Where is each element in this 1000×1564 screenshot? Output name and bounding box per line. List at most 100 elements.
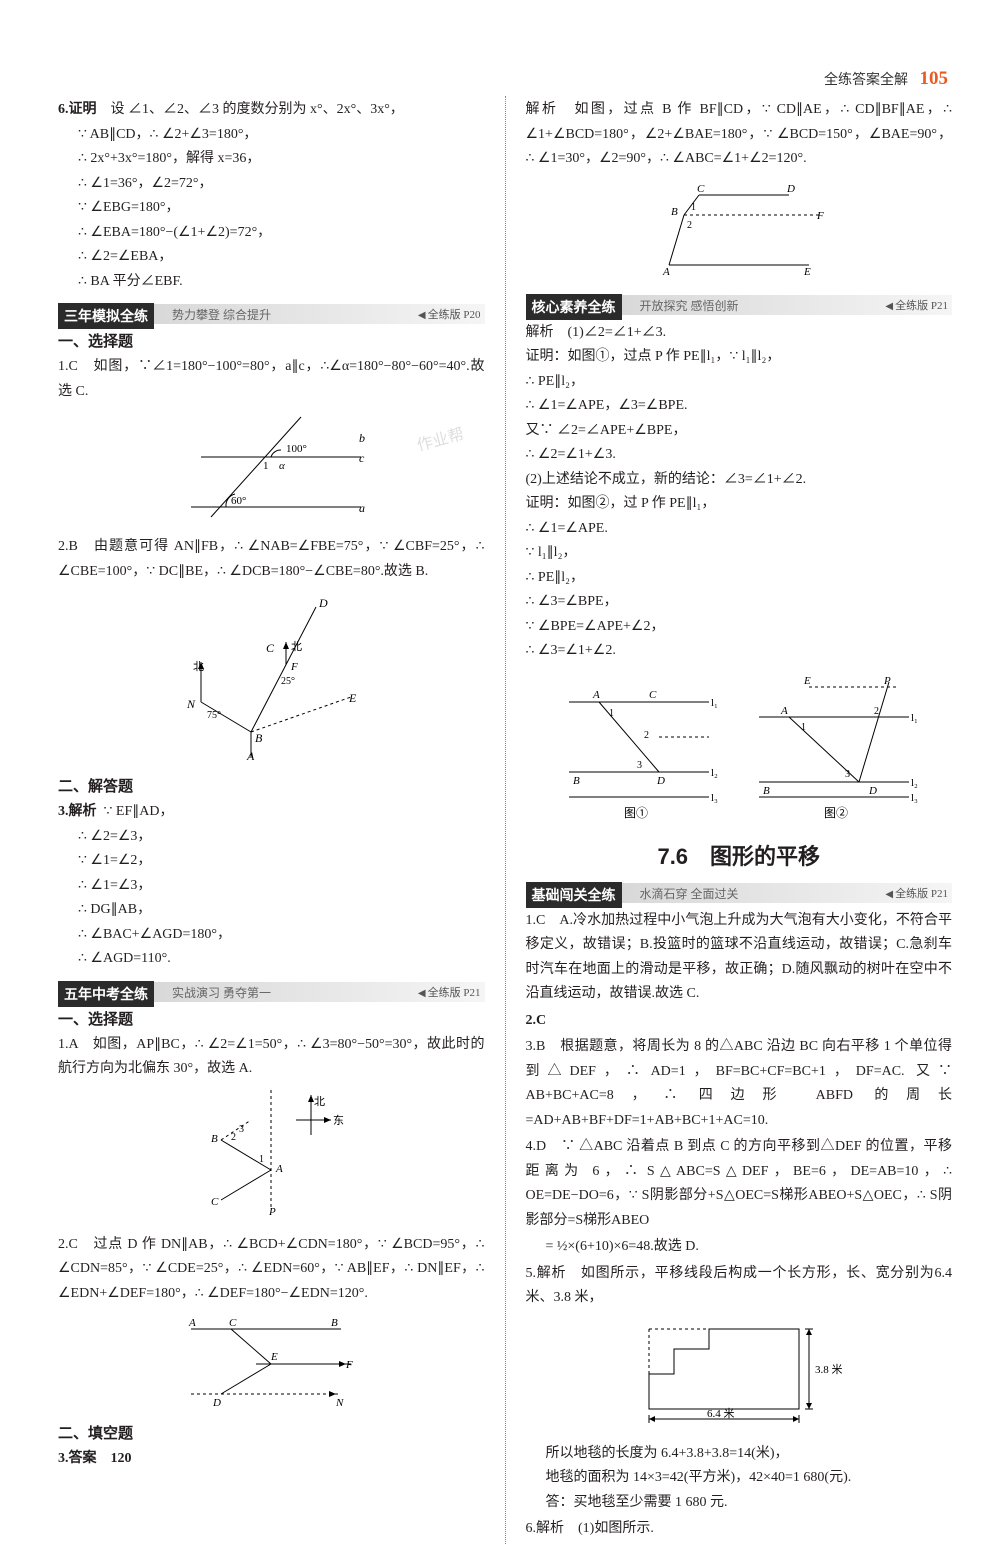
svg-text:3: 3 [845, 769, 850, 780]
y5-q3: 3.答案 120 [58, 1447, 485, 1472]
svg-text:1: 1 [259, 1154, 264, 1165]
svg-text:东: 东 [333, 1114, 344, 1127]
bar4-sub: 水滴石穿 全面过关 [640, 885, 739, 902]
q2b: 2.B 由题意可得 AN∥FB，∴ ∠NAB=∠FBE=75°，∵ ∠CBF=2… [58, 535, 485, 584]
svg-text:C: C [211, 1196, 219, 1208]
bar-ref: 全练版 P20 [418, 306, 481, 322]
page-header: 全练答案全解 105 [824, 68, 948, 90]
svg-text:图①: 图① [624, 806, 648, 820]
svg-text:2: 2 [687, 220, 692, 231]
base-q4a: 4.D ∵ △ABC 沿着点 B 到点 C 的方向平移到△DEF 的位置，平移距… [526, 1135, 953, 1233]
bar4-ref: 全练版 P21 [885, 885, 948, 901]
section-7-6-title: 7.6 图形的平移 [526, 839, 953, 871]
svg-text:A: A [246, 749, 255, 762]
svg-text:3: 3 [637, 760, 642, 771]
bar2-title: 五年中考全练 [58, 981, 154, 1007]
base-q3: 3.B 根据题意，将周长为 8 的△ABC 沿边 BC 向右平移 1 个单位得到… [526, 1035, 953, 1133]
left-column: 6.证明 设 ∠1、∠2、∠3 的度数分别为 x°、2x°、3x°， ∵ AB∥… [58, 96, 485, 1544]
svg-text:E: E [803, 266, 811, 278]
svg-text:B: B [573, 775, 580, 787]
bar2-ref: 全练版 P21 [418, 984, 481, 1000]
y5-q2: 2.C 过点 D 作 DN∥AB，∴ ∠BCD+∠CDN=180°，∵ ∠BCD… [58, 1233, 485, 1307]
bar3-title: 核心素养全练 [526, 294, 622, 320]
column-divider [505, 96, 506, 1544]
svg-text:1: 1 [263, 460, 269, 472]
base-q1: 1.C A.冷水加热过程中小气泡上升成为大气泡有大小变化，不符合平移定义，故错误… [526, 909, 953, 1007]
svg-text:F: F [290, 661, 298, 673]
diagram-2: D C 北 F 25° 北 E N B A 75° [58, 592, 485, 767]
bar4-title: 基础闯关全练 [526, 882, 622, 908]
svg-text:D: D [212, 1397, 221, 1409]
svg-text:100°: 100° [286, 443, 307, 455]
svg-text:B: B [763, 785, 770, 797]
heading-choice2: 一、选择题 [58, 1008, 485, 1029]
svg-text:D: D [656, 775, 665, 787]
svg-text:l₁: l₁ [911, 712, 918, 724]
svg-text:A: A [188, 1317, 196, 1329]
base-q4b: = ½×(6+10)×6=48.故选 D. [526, 1235, 953, 1260]
header-label: 全练答案全解 [824, 73, 908, 88]
svg-text:D: D [868, 785, 877, 797]
diagram-4: A C B E F D N [58, 1314, 485, 1414]
svg-text:F: F [816, 210, 824, 222]
two-column-layout: 6.证明 设 ∠1、∠2、∠3 的度数分别为 x°、2x°、3x°， ∵ AB∥… [58, 96, 952, 1544]
svg-text:2: 2 [644, 730, 649, 741]
svg-text:3: 3 [239, 1124, 244, 1135]
svg-text:C: C [649, 689, 657, 701]
svg-text:B: B [255, 731, 263, 745]
svg-text:北: 北 [193, 660, 204, 673]
base-q6: 6.解析 (1)如图所示. [526, 1517, 953, 1542]
svg-text:a: a [359, 501, 365, 515]
svg-text:N: N [335, 1397, 344, 1409]
q3-num: 3.解析 [58, 804, 97, 819]
svg-text:l₃: l₃ [711, 792, 718, 804]
svg-text:3.8 米: 3.8 米 [815, 1363, 843, 1376]
bar3-sub: 开放探究 感悟创新 [640, 297, 739, 314]
section-3year: 三年模拟全练 势力攀登 综合提升 全练版 P20 [58, 304, 485, 324]
diagram-r3: 3.8 米 6.4 米 [526, 1319, 953, 1434]
svg-text:l₃: l₃ [911, 792, 918, 804]
svg-text:C: C [266, 641, 275, 655]
svg-text:D: D [786, 183, 795, 195]
svg-text:D: D [318, 596, 328, 610]
svg-text:l₁: l₁ [711, 697, 718, 709]
page-root: 全练答案全解 105 6.证明 设 ∠1、∠2、∠3 的度数分别为 x°、2x°… [0, 0, 1000, 1564]
diagram-3: 北 东 B A C P 1 2 3 [58, 1090, 485, 1225]
svg-text:P: P [268, 1206, 276, 1218]
diagram-r1: C D B F A E 1 2 [526, 180, 953, 285]
svg-text:P: P [883, 675, 891, 687]
q1c: 1.C 如图，∵∠1=180°−100°=80°，a∥c，∴∠α=180°−80… [58, 355, 485, 404]
svg-text:c: c [359, 451, 365, 465]
svg-text:E: E [348, 691, 357, 705]
svg-text:6.4 米: 6.4 米 [707, 1407, 735, 1420]
base-q5a: 5.解析 如图所示，平移线段后构成一个长方形，长、宽分别为6.4 米、3.8 米… [526, 1262, 953, 1311]
bar-title: 三年模拟全练 [58, 303, 154, 329]
section-5year: 五年中考全练 实战演习 勇夺第一 全练版 P21 [58, 982, 485, 1002]
svg-text:北: 北 [291, 640, 302, 653]
svg-text:B: B [331, 1317, 338, 1329]
bar2-sub: 实战演习 勇夺第一 [172, 984, 271, 1001]
svg-text:25°: 25° [281, 676, 295, 687]
y5-q1: 1.A 如图，AP∥BC，∴ ∠2=∠1=50°，∴ ∠3=80°−50°=30… [58, 1033, 485, 1082]
svg-text:2: 2 [231, 1132, 236, 1143]
page-number: 105 [920, 68, 949, 89]
svg-text:A: A [592, 689, 600, 701]
diagram-1: b c a 100° 60° α 1 [58, 412, 485, 527]
svg-text:b: b [359, 431, 365, 445]
svg-text:75°: 75° [207, 710, 221, 721]
svg-text:2: 2 [874, 706, 879, 717]
svg-text:E: E [270, 1351, 278, 1363]
svg-text:C: C [697, 183, 705, 195]
svg-text:α: α [279, 460, 285, 472]
svg-text:B: B [671, 206, 678, 218]
svg-text:1: 1 [801, 722, 806, 733]
heading-choice: 一、选择题 [58, 330, 485, 351]
svg-text:A: A [780, 705, 788, 717]
svg-text:E: E [803, 675, 811, 687]
svg-text:l₂: l₂ [911, 777, 918, 789]
q6-num: 6.证明 [58, 102, 97, 117]
svg-text:N: N [186, 697, 196, 711]
svg-text:图②: 图② [824, 806, 848, 820]
right-column: 解析 如图，过点 B 作 BF∥CD，∵ CD∥AE，∴ CD∥BF∥AE，∴ … [526, 96, 953, 1544]
heading-solve: 二、解答题 [58, 775, 485, 796]
